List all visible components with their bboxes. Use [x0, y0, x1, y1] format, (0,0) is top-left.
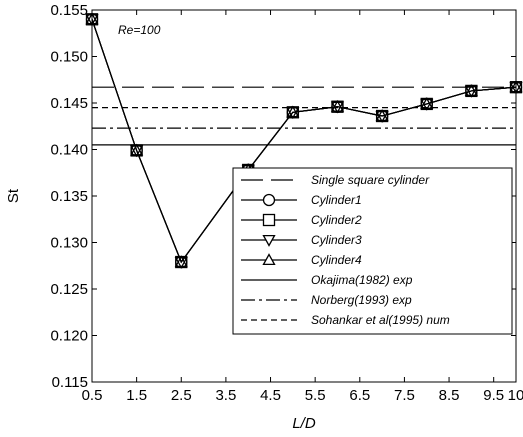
- x-tick-label: 2.5: [171, 387, 192, 404]
- legend-label: Cylinder1: [311, 193, 362, 207]
- legend-label: Norberg(1993) exp: [311, 293, 412, 307]
- marker: [262, 253, 276, 266]
- y-tick-label: 0.125: [50, 281, 88, 298]
- x-tick-label: 8.5: [439, 387, 460, 404]
- legend-label: Cylinder2: [311, 213, 362, 227]
- marker: [85, 12, 99, 25]
- x-tick-label: 0.5: [82, 387, 103, 404]
- y-tick-label: 0.115: [52, 374, 88, 391]
- legend-label: Cylinder4: [311, 253, 362, 267]
- legend-box: [232, 167, 513, 335]
- legend-label: Okajima(1982) exp: [311, 273, 413, 287]
- legend-label: Sohankar et al(1995) num: [311, 313, 450, 327]
- legend-label: Single square cylinder: [311, 173, 430, 187]
- series-line: [91, 19, 517, 264]
- x-axis-label: L/D: [292, 415, 316, 432]
- marker: [375, 109, 389, 122]
- y-tick-label: 0.120: [50, 327, 88, 344]
- marker: [509, 80, 523, 93]
- x-tick-label: 9.5: [483, 387, 504, 404]
- y-tick-label: 0.155: [50, 2, 88, 19]
- x-tick-label: 10: [508, 387, 523, 404]
- y-axis-label: St: [5, 188, 22, 203]
- marker: [420, 97, 434, 109]
- x-tick-label: 6.5: [349, 387, 370, 404]
- marker: [262, 213, 276, 227]
- y-tick-label: 0.150: [50, 48, 88, 65]
- marker: [286, 105, 300, 118]
- marker: [464, 84, 478, 96]
- x-tick-label: 5.5: [305, 387, 326, 404]
- y-tick-label: 0.145: [50, 95, 88, 112]
- legend-label: Cylinder3: [311, 233, 362, 247]
- y-tick-label: 0.140: [50, 141, 88, 158]
- annotation: Re=100: [118, 23, 161, 37]
- marker: [174, 255, 188, 268]
- x-tick-label: 4.5: [260, 387, 281, 404]
- x-tick-label: 1.5: [126, 387, 147, 404]
- y-tick-label: 0.135: [50, 188, 88, 205]
- marker: [130, 143, 144, 156]
- marker: [262, 234, 276, 247]
- marker: [262, 193, 276, 207]
- legend: Single square cylinder Cylinder1 Cylinder2…: [232, 167, 513, 335]
- x-tick-label: 3.5: [215, 387, 236, 404]
- y-tick-label: 0.130: [50, 234, 88, 251]
- x-tick-label: 7.5: [394, 387, 415, 404]
- marker: [330, 99, 345, 112]
